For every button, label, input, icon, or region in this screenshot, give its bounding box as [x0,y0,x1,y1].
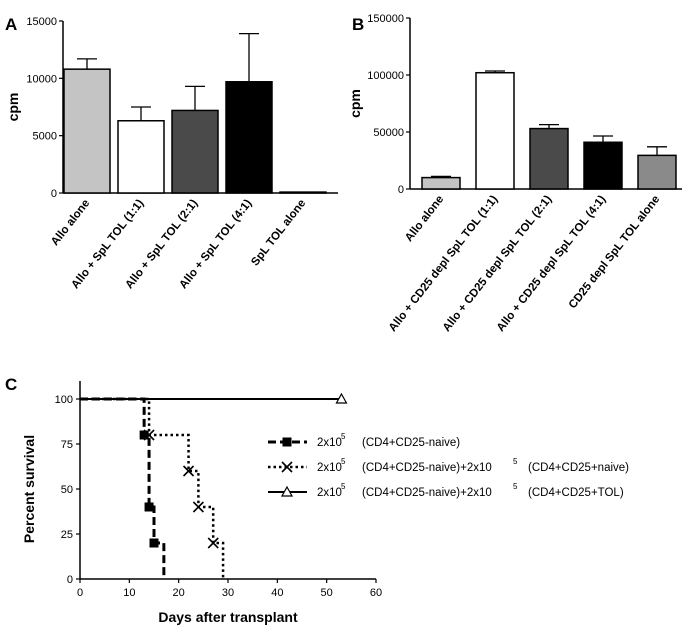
y-tick-label: 50000 [373,127,404,139]
survival-marker [192,501,204,513]
y-tick-label: 50 [61,484,73,496]
survival-marker [207,537,219,549]
legend-text-exponent-2: 5 [513,482,518,491]
y-tick-label: 100000 [367,70,404,82]
category-label: SpL TOL alone [249,197,308,268]
x-tick-label: 10 [123,587,135,599]
y-tick-label: 75 [61,439,73,451]
y-tick-label: 15000 [26,16,57,28]
legend-text-base: 2x10 [317,487,342,499]
category-label: CD25 depl SpL TOL alone [567,193,663,311]
x-tick-label: 50 [321,587,333,599]
category-label: Allo + CD25 depl SpL TOL (4:1) [495,193,609,334]
bar [171,109,219,194]
legend-text-base: 2x10 [317,437,342,449]
category-label: Allo alone [403,193,446,244]
x-tick-label: 60 [370,587,382,599]
survival-marker [182,465,195,477]
y-tick-label: 0 [67,574,73,586]
legend-marker [280,485,294,497]
survival-marker [144,502,154,512]
x-tick-label: 20 [173,587,185,599]
legend-text-name: (CD4+CD25-naive) [362,437,460,449]
survival-line [80,397,166,579]
legend-text-exponent-2: 5 [513,457,518,466]
legend-text-exponent: 5 [341,482,346,491]
x-tick-label: 30 [222,587,234,599]
bar [583,141,623,190]
x-axis-label: Days after transplant [158,609,298,625]
legend-text-exponent: 5 [341,457,346,466]
survival-marker [143,429,155,441]
bar [279,191,327,194]
category-label: Allo + CD25 depl SpL TOL (1:1) [387,193,501,334]
category-label: Allo alone [49,197,92,248]
x-tick-label: 0 [77,587,83,599]
bar [637,154,677,190]
survival-line [80,397,225,579]
y-tick-label: 10000 [26,73,57,85]
legend-text-name-2: (CD4+CD25+TOL) [528,487,624,499]
y-axis-label: cpm [5,93,21,122]
survival-marker [149,538,159,548]
panel-letter-b: B [352,15,364,34]
bar [63,68,111,194]
x-tick-label: 40 [271,587,283,599]
panel-c-chart: 0 25 50 75 100 0 10 20 30 40 50 60 Percent survival D… [21,381,629,625]
legend-text-exponent: 5 [341,432,346,441]
y-tick-label: 100 [55,394,73,406]
survival-marker [139,430,149,440]
legend-marker [281,461,293,473]
legend-marker [282,437,292,447]
legend-text-name-2: (CD4+CD25+naive) [528,462,629,474]
bar [421,176,461,190]
legend-text-name: (CD4+CD25-naive)+2x10 [362,462,492,474]
bar [117,120,165,194]
y-tick-label: 150000 [367,13,404,25]
bar [225,81,273,194]
y-axis-label: Percent survival [21,435,37,543]
legend-text-name: (CD4+CD25-naive)+2x10 [362,487,492,499]
y-tick-label: 25 [61,529,73,541]
legend-text-base: 2x10 [317,462,342,474]
survival-marker [335,392,348,404]
panel-letter-a: A [5,15,17,34]
y-axis-label: cpm [347,89,363,118]
bar [529,127,569,190]
panel-letter-c: C [5,375,17,394]
category-label: Allo + CD25 depl SpL TOL (2:1) [441,193,555,334]
y-tick-label: 0 [51,188,57,200]
y-tick-label: 0 [398,184,404,196]
y-tick-label: 5000 [33,131,57,143]
bar [475,71,515,190]
